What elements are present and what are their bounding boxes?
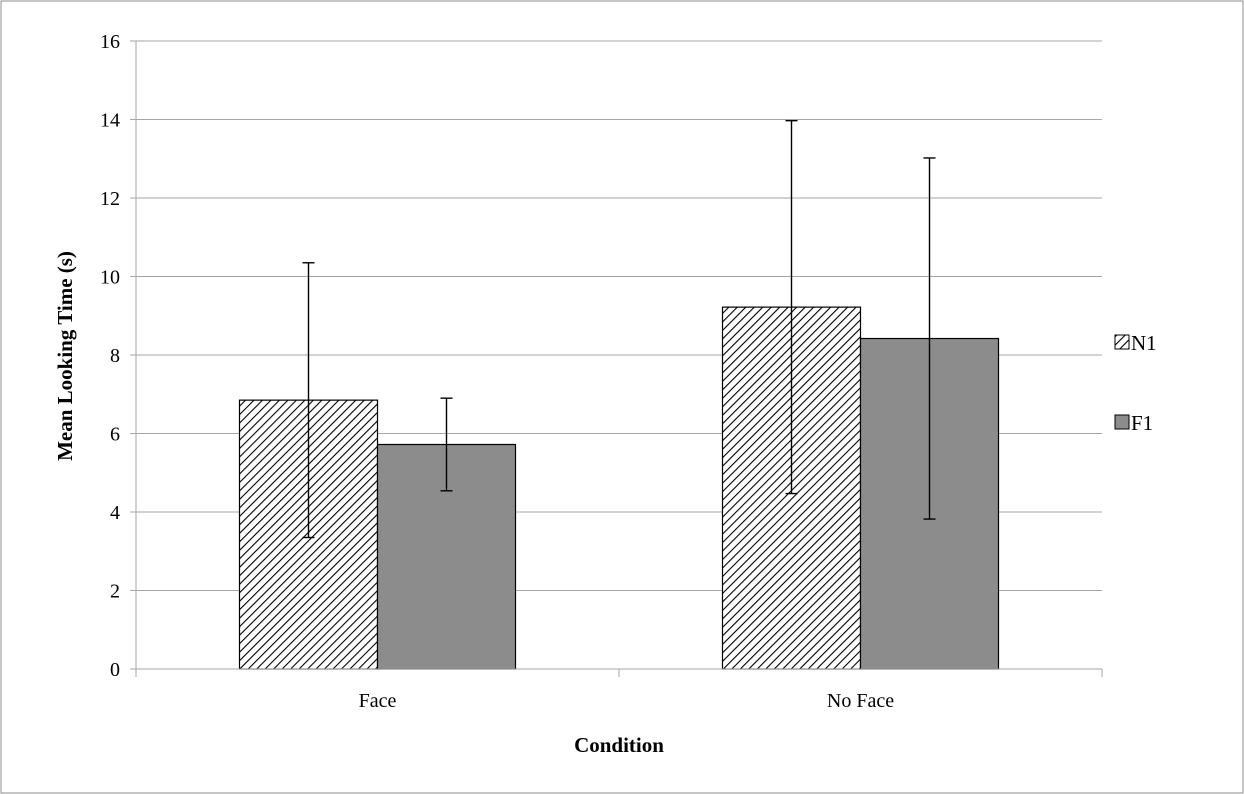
y-tick-label: 4 (110, 502, 120, 524)
y-tick-label: 6 (110, 424, 120, 446)
y-tick-label: 16 (100, 31, 120, 53)
y-tick-label: 0 (110, 659, 120, 681)
y-tick-label: 2 (110, 581, 120, 603)
legend-label-f1: F1 (1131, 411, 1153, 435)
y-tick-label: 8 (110, 345, 120, 367)
x-tick-label: Face (359, 690, 397, 712)
y-tick-label: 12 (100, 188, 120, 210)
y-tick-label: 10 (100, 267, 120, 289)
x-tick-label: No Face (827, 690, 894, 712)
y-axis-title: Mean Looking Time (s) (53, 251, 77, 461)
y-tick-label: 14 (100, 110, 120, 132)
legend-swatch-n1 (1114, 334, 1130, 350)
legend-label-n1: N1 (1131, 331, 1157, 355)
legend-swatch-f1 (1114, 414, 1130, 430)
x-axis-title: Condition (574, 733, 664, 757)
